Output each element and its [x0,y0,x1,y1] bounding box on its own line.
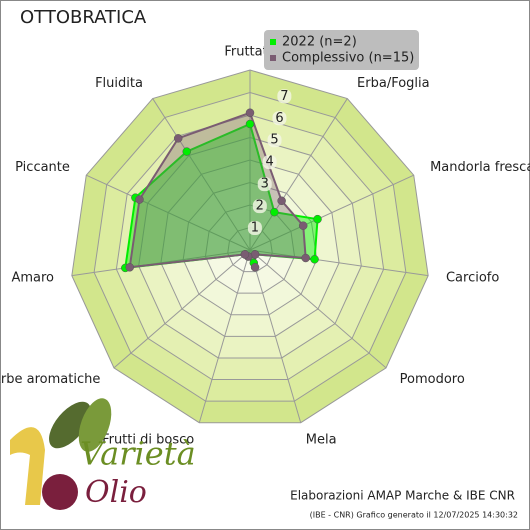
category-label: Frutti di bosco [102,432,194,447]
category-label: Carciofo [446,271,499,286]
tick-label-bg [272,111,287,126]
category-label: Erba/Foglia [357,76,430,91]
logo-leaf [78,398,112,452]
category-label: Mela [306,432,337,447]
logo-one [10,427,45,505]
legend-swatch [270,39,276,45]
r-tick-label: 2 [256,199,264,214]
category-label: Piccante [15,160,70,175]
data-point [313,214,322,224]
logo: Varietà Olio [10,398,196,510]
logo-leaf [49,401,91,449]
axis-spoke [198,249,251,423]
logo-top: Varietà [80,435,196,473]
axis-spoke [249,249,302,423]
axis-spoke [113,249,251,369]
data-point [298,221,308,230]
data-point [270,207,279,217]
r-tick-label: 4 [266,155,274,170]
legend: 2022 (n=2)Complessivo (n=15) [264,30,419,70]
tick-label-bg [252,199,267,214]
data-point [245,108,255,117]
data-point [250,263,260,272]
category-label: Erbe aromatiche [0,372,100,387]
data-point [125,263,134,272]
legend-label: 2022 (n=2) [282,35,357,50]
data-point [245,119,255,129]
data-point [250,250,260,259]
tick-label-bg [247,221,262,236]
axis-spoke [249,98,348,251]
category-label: Pomodoro [400,372,465,387]
axis-spoke [152,98,251,251]
r-tick-label: 7 [280,89,288,104]
r-tick-label: 3 [261,177,269,192]
data-point [173,134,183,143]
data-point [182,147,191,156]
legend-swatch [270,55,276,61]
category-label: Fruttato [224,45,275,60]
data-point [301,253,310,263]
axis-spoke [249,249,429,277]
footnote: (IBE - CNR) Grafico generato il 12/07/20… [310,511,518,520]
tick-label-bg [277,89,292,104]
category-label: Fluidita [95,76,143,91]
category-label: Mandorla fresca [430,160,530,175]
tick-label-bg [267,133,282,148]
axis-spoke [249,174,414,251]
axis-spoke [86,174,251,251]
axis-spoke [249,249,387,369]
r-tick-label: 6 [275,111,283,126]
legend-box [264,30,419,70]
data-point [240,250,250,259]
r-tick-label: 1 [251,221,259,236]
chart-title: OTTOBRATICA [20,7,147,28]
data-point [135,195,144,204]
legend-label: Complessivo (n=15) [282,51,414,66]
logo-bottom: Olio [85,475,147,510]
credit: Elaborazioni AMAP Marche & IBE CNR [290,489,515,503]
tick-label-bg [262,155,277,170]
data-point [310,255,319,264]
logo-o [42,474,78,510]
category-label: Amaro [11,271,54,286]
r-tick-label: 5 [270,133,278,148]
plot: Fruttato Erba/Foglia Mandorla fresca Carcio… [0,45,530,448]
tick-label-bg [257,177,272,192]
data-point [277,196,286,206]
